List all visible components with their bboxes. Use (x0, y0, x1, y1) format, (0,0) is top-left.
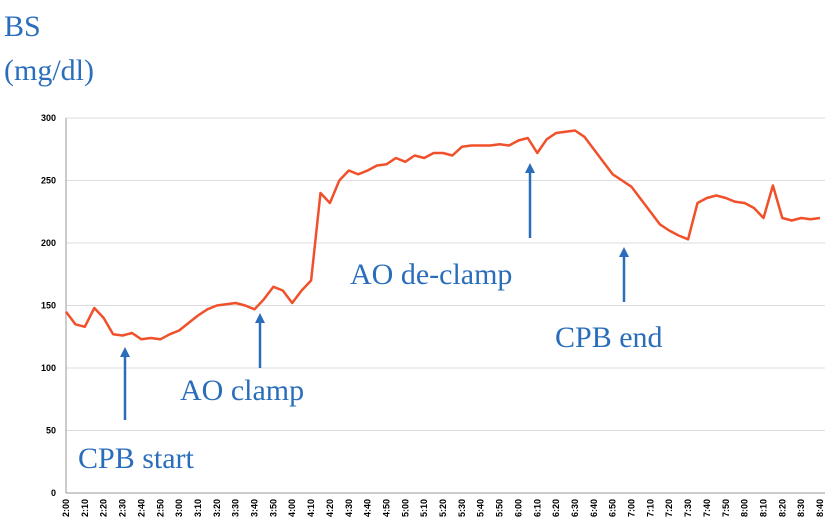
x-tick-label: 6:40 (589, 499, 599, 517)
x-tick-label: 7:20 (664, 499, 674, 517)
x-tick-label: 6:30 (570, 499, 580, 517)
x-tick-label: 3:40 (250, 499, 260, 517)
x-tick-label: 3:30 (231, 499, 241, 517)
y-tick-label: 0 (51, 488, 56, 498)
x-tick-label: 4:30 (344, 499, 354, 517)
y-tick-label: 100 (41, 363, 56, 373)
x-tick-label: 8:30 (796, 499, 806, 517)
x-tick-label: 7:50 (721, 499, 731, 517)
x-tick-label: 4:50 (381, 499, 391, 517)
annotation: AO de-clamp (350, 258, 512, 291)
x-tick-label: 5:40 (476, 499, 486, 517)
x-tick-label: 3:10 (193, 499, 203, 517)
x-tick-label: 5:10 (419, 499, 429, 517)
x-tick-label: 2:40 (136, 499, 146, 517)
x-tick-label: 2:20 (99, 499, 109, 517)
x-tick-label: 4:20 (325, 499, 335, 517)
x-tick-label: 5:00 (400, 499, 410, 517)
y-tick-label: 150 (41, 301, 56, 311)
y-label: (mg/dl) (4, 54, 94, 87)
x-tick-label: 3:20 (212, 499, 222, 517)
x-tick-label: 2:00 (61, 499, 71, 517)
x-tick-label: 6:50 (608, 499, 618, 517)
y-tick-label: 50 (46, 426, 56, 436)
x-tick-label: 5:50 (495, 499, 505, 517)
annotation: CPB end (555, 321, 663, 354)
x-tick-label: 4:10 (306, 499, 316, 517)
x-tick-label: 5:20 (438, 499, 448, 517)
annotation: AO clamp (180, 374, 304, 407)
x-tick-label: 5:30 (457, 499, 467, 517)
x-tick-label: 6:00 (513, 499, 523, 517)
y-tick-label: 200 (41, 238, 56, 248)
x-tick-label: 8:00 (740, 499, 750, 517)
x-tick-label: 8:40 (815, 499, 825, 517)
y-tick-label: 300 (41, 113, 56, 123)
x-tick-label: 4:40 (363, 499, 373, 517)
data-line (65, 129, 821, 341)
x-tick-label: 7:40 (702, 499, 712, 517)
x-tick-label: 2:30 (118, 499, 128, 517)
x-tick-label: 8:10 (758, 499, 768, 517)
y-label: BS (4, 10, 41, 43)
x-tick-label: 2:10 (80, 499, 90, 517)
x-tick-label: 2:50 (155, 499, 165, 517)
x-tick-label: 7:30 (683, 499, 693, 517)
x-tick-label: 6:20 (551, 499, 561, 517)
x-tick-label: 6:10 (532, 499, 542, 517)
x-tick-label: 3:50 (268, 499, 278, 517)
annotation: CPB start (78, 442, 195, 475)
y-tick-label: 250 (41, 176, 56, 186)
x-tick-label: 8:20 (777, 499, 787, 517)
x-tick-label: 7:00 (627, 499, 637, 517)
x-tick-label: 4:00 (287, 499, 297, 517)
x-tick-label: 3:00 (174, 499, 184, 517)
x-tick-label: 7:10 (645, 499, 655, 517)
